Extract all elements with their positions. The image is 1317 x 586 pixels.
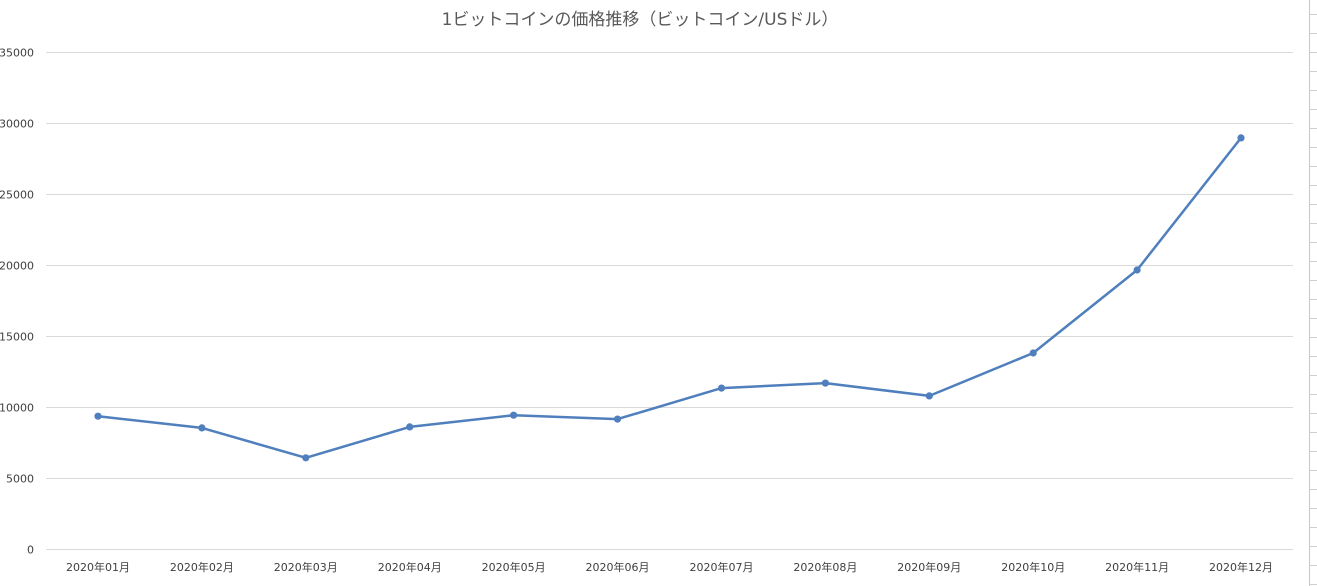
data-point — [302, 454, 310, 462]
data-point — [1237, 134, 1245, 142]
data-point — [94, 412, 102, 420]
x-axis-tick-labels: 2020年01月 2020年02月 2020年03月 2020年04月 2020年05月… — [66, 560, 1273, 574]
data-point — [406, 423, 414, 431]
y-tick-label: 5000 — [6, 473, 34, 486]
x-tick-label: 2020年08月 — [793, 560, 857, 574]
x-tick-label: 2020年09月 — [897, 560, 961, 574]
x-tick-label: 2020年06月 — [586, 560, 650, 574]
data-point — [821, 379, 830, 387]
y-tick-label: 20000 — [0, 260, 34, 273]
x-tick-label: 2020年01月 — [66, 560, 130, 574]
y-tick-label: 10000 — [0, 402, 34, 415]
series-layer — [94, 134, 1245, 462]
data-point — [613, 415, 622, 423]
x-tick-label: 2020年10月 — [1001, 560, 1065, 574]
gridlines — [46, 52, 1293, 550]
data-point — [1133, 266, 1141, 274]
chart-title: 1ビットコインの価格推移（ビットコイン/USドル） — [442, 10, 839, 30]
x-tick-label: 2020年12月 — [1209, 560, 1273, 574]
y-tick-label: 25000 — [0, 189, 34, 202]
data-point — [198, 424, 206, 432]
x-tick-label: 2020年05月 — [482, 560, 546, 574]
x-tick-label: 2020年02月 — [170, 560, 234, 574]
series-line — [96, 136, 1243, 460]
y-tick-label: 0 — [27, 544, 34, 557]
y-tick-label: 30000 — [0, 118, 34, 131]
x-tick-label: 2020年07月 — [689, 560, 753, 574]
x-tick-label: 2020年11月 — [1105, 560, 1169, 574]
right-edge-ruler — [1309, 0, 1317, 586]
data-point — [509, 411, 518, 419]
data-point — [925, 392, 933, 400]
x-tick-label: 2020年04月 — [378, 560, 442, 574]
y-tick-label: 15000 — [0, 331, 34, 344]
x-tick-label: 2020年03月 — [274, 560, 338, 574]
data-point — [717, 384, 726, 392]
data-point — [1029, 349, 1037, 357]
y-tick-label: 35000 — [0, 47, 34, 60]
y-axis-tick-labels: 0 5000 10000 15000 20000 25000 30000 35000 — [0, 47, 34, 557]
